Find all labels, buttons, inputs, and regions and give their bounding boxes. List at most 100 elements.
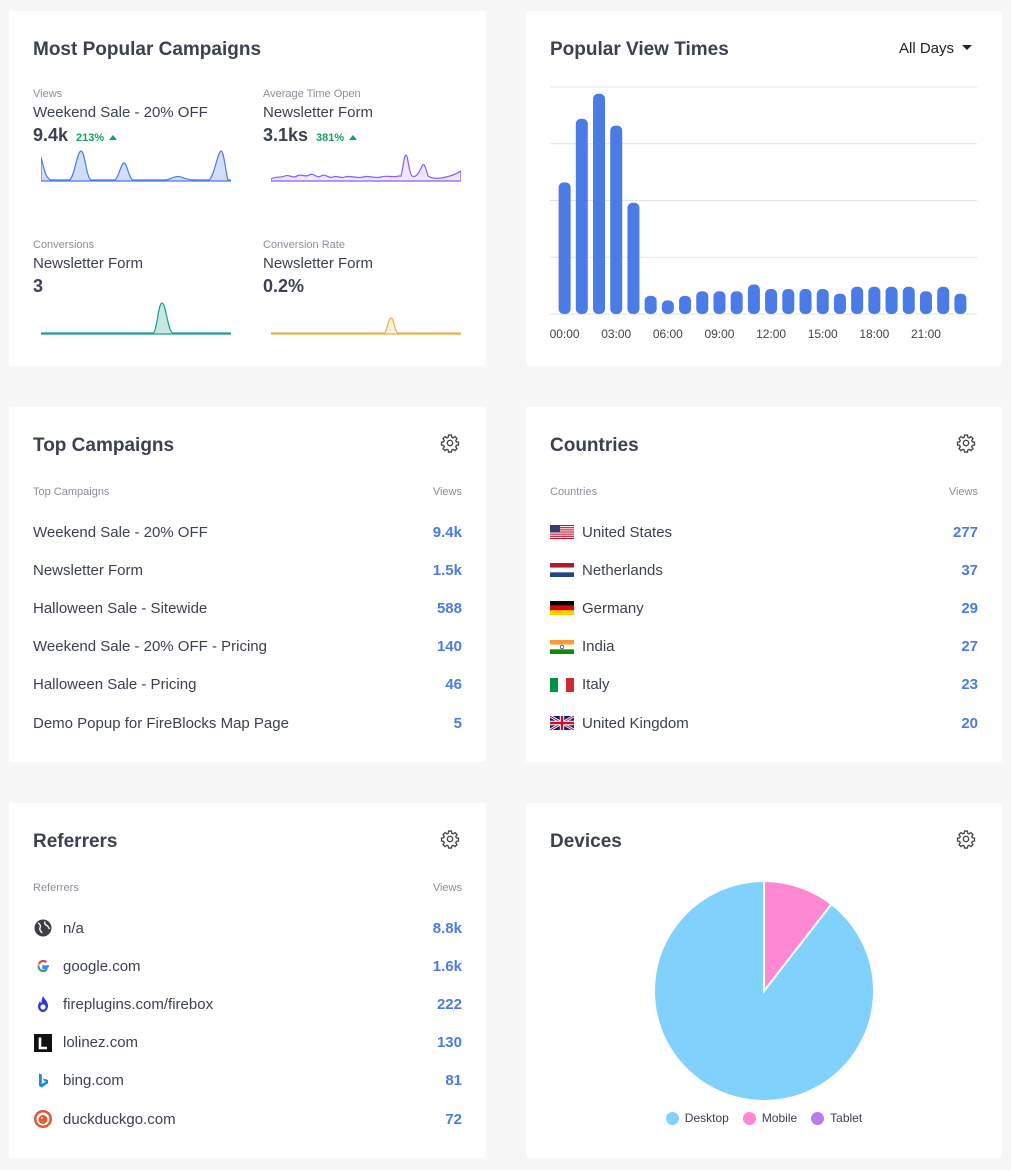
metric-views[interactable]: Views Weekend Sale - 20% OFF 9.4k 213% — [33, 88, 233, 146]
row-name: Newsletter Form — [33, 561, 144, 579]
settings-gear-icon[interactable] — [956, 829, 976, 849]
bar-20:00[interactable] — [902, 286, 915, 314]
table-row[interactable]: Newsletter Form 1.5k — [33, 551, 462, 589]
row-name: duckduckgo.com — [63, 1110, 176, 1128]
bar-06:00[interactable] — [661, 300, 674, 314]
sparkline-average-time-open — [271, 154, 461, 182]
table-row[interactable]: Demo Popup for FireBlocks Map Page 5 — [33, 704, 462, 742]
table-row[interactable]: Weekend Sale - 20% OFF 9.4k — [33, 513, 462, 551]
bar-11:00[interactable] — [747, 284, 760, 314]
bar-02:00[interactable] — [593, 93, 606, 314]
view-times-bar-chart: 00:00 03:00 06:00 09:00 12:00 15:00 18:00 21:00 — [550, 86, 977, 341]
table-row[interactable]: United Kingdom 20 — [550, 704, 978, 742]
metric-value: 9.4k 213% — [33, 125, 233, 146]
settings-gear-icon[interactable] — [440, 433, 460, 453]
devices-card: Devices Desktop Mobile Tablet — [526, 803, 1002, 1158]
legend-item-desktop[interactable]: Desktop — [665, 1111, 729, 1125]
table-row[interactable]: India 27 — [550, 628, 978, 666]
table-row[interactable]: Italy 23 — [550, 666, 978, 704]
bar-19:00[interactable] — [885, 286, 898, 314]
row-name: Demo Popup for FireBlocks Map Page — [33, 714, 289, 732]
pie-slice-mobile[interactable] — [763, 879, 833, 994]
row-name: bing.com — [63, 1072, 124, 1090]
row-views: 46 — [445, 676, 462, 694]
card-title: Devices — [550, 831, 622, 852]
gb-flag-icon — [550, 716, 574, 731]
card-title: Most Popular Campaigns — [33, 39, 262, 60]
card-title: Popular View Times — [550, 39, 729, 60]
google-icon — [33, 956, 53, 976]
row-views: 29 — [961, 599, 978, 617]
row-name: lolinez.com — [63, 1034, 139, 1052]
metric-campaign-name: Weekend Sale - 20% OFF — [33, 104, 208, 121]
bar-01:00[interactable] — [575, 118, 588, 314]
countries-list: United States 277 Netherlands 37 Germany… — [550, 513, 978, 742]
popular-campaigns-card: Most Popular Campaigns Views Weekend Sal… — [9, 11, 486, 366]
bar-09:00[interactable] — [713, 291, 726, 314]
bar-07:00[interactable] — [679, 295, 692, 314]
bar-15:00[interactable] — [816, 289, 829, 314]
row-name: Weekend Sale - 20% OFF - Pricing — [33, 638, 267, 656]
bar-13:00[interactable] — [782, 289, 795, 314]
bar-16:00[interactable] — [833, 293, 846, 314]
lolinez-icon — [33, 1033, 53, 1053]
metric-campaign-name: Newsletter Form — [263, 104, 374, 121]
bar-18:00[interactable] — [868, 286, 881, 314]
bar-10:00[interactable] — [730, 291, 743, 314]
in-flag-icon — [550, 639, 574, 654]
bar-03:00[interactable] — [610, 125, 623, 314]
x-tick-label: 12:00 — [756, 327, 786, 341]
bar-17:00[interactable] — [851, 286, 864, 314]
bar-14:00[interactable] — [799, 289, 812, 314]
metric-average-time-open[interactable]: Average Time Open Newsletter Form 3.1ks … — [263, 88, 463, 146]
settings-gear-icon[interactable] — [956, 433, 976, 453]
it-flag-icon — [550, 677, 574, 692]
table-row[interactable]: Netherlands 37 — [550, 551, 978, 589]
metric-label: Average Time Open — [263, 88, 361, 100]
referrers-card: Referrers Referrers Views n/a 8.8k googl… — [9, 803, 486, 1158]
legend-item-mobile[interactable]: Mobile — [742, 1111, 797, 1125]
metric-value: 3.1ks 381% — [263, 125, 463, 146]
table-row[interactable]: lolinez.com 130 — [33, 1024, 462, 1062]
bar-12:00[interactable] — [765, 289, 778, 314]
metric-conversions[interactable]: Conversions Newsletter Form 3 — [33, 239, 233, 297]
sparkline-conversion-rate — [271, 317, 461, 335]
bar-21:00[interactable] — [919, 291, 932, 314]
row-views: 8.8k — [432, 919, 462, 937]
table-row[interactable]: fireplugins.com/firebox 222 — [33, 985, 462, 1023]
duckduckgo-icon — [33, 1109, 53, 1129]
row-name: Weekend Sale - 20% OFF — [33, 523, 208, 541]
row-views: 9.4k — [432, 523, 462, 541]
metric-conversion-rate[interactable]: Conversion Rate Newsletter Form 0.2% — [263, 239, 463, 297]
metric-value-number: 9.4k — [33, 125, 69, 145]
x-tick-label: 21:00 — [911, 327, 941, 341]
bar-05:00[interactable] — [644, 295, 657, 314]
table-row[interactable]: Germany 29 — [550, 589, 978, 627]
table-row[interactable]: duckduckgo.com 72 — [33, 1100, 462, 1138]
row-name: Halloween Sale - Sitewide — [33, 599, 208, 617]
metric-label: Views — [33, 88, 63, 100]
table-row[interactable]: Weekend Sale - 20% OFF - Pricing 140 — [33, 628, 462, 666]
table-row[interactable]: United States 277 — [550, 513, 978, 551]
table-header: Countries Views — [550, 486, 978, 498]
days-dropdown[interactable]: All Days — [899, 40, 972, 57]
bing-icon — [33, 1071, 53, 1091]
row-views: 72 — [445, 1110, 462, 1128]
metric-value: 3 — [33, 276, 233, 297]
bar-08:00[interactable] — [696, 291, 709, 314]
table-row[interactable]: n/a 8.8k — [33, 909, 462, 947]
table-row[interactable]: Halloween Sale - Sitewide 588 — [33, 589, 462, 627]
table-row[interactable]: google.com 1.6k — [33, 947, 462, 985]
row-views: 20 — [961, 714, 978, 732]
referrers-list: n/a 8.8k google.com 1.6k fireplugins.com… — [33, 909, 462, 1138]
bar-22:00[interactable] — [937, 286, 950, 314]
table-row[interactable]: Halloween Sale - Pricing 46 — [33, 666, 462, 704]
table-header: Referrers Views — [33, 882, 462, 894]
legend-item-tablet[interactable]: Tablet — [811, 1111, 862, 1125]
bar-00:00[interactable] — [558, 182, 571, 314]
metric-label: Conversions — [33, 239, 95, 251]
table-row[interactable]: bing.com 81 — [33, 1062, 462, 1100]
bar-23:00[interactable] — [954, 293, 967, 314]
bar-04:00[interactable] — [627, 202, 640, 314]
settings-gear-icon[interactable] — [440, 829, 460, 849]
